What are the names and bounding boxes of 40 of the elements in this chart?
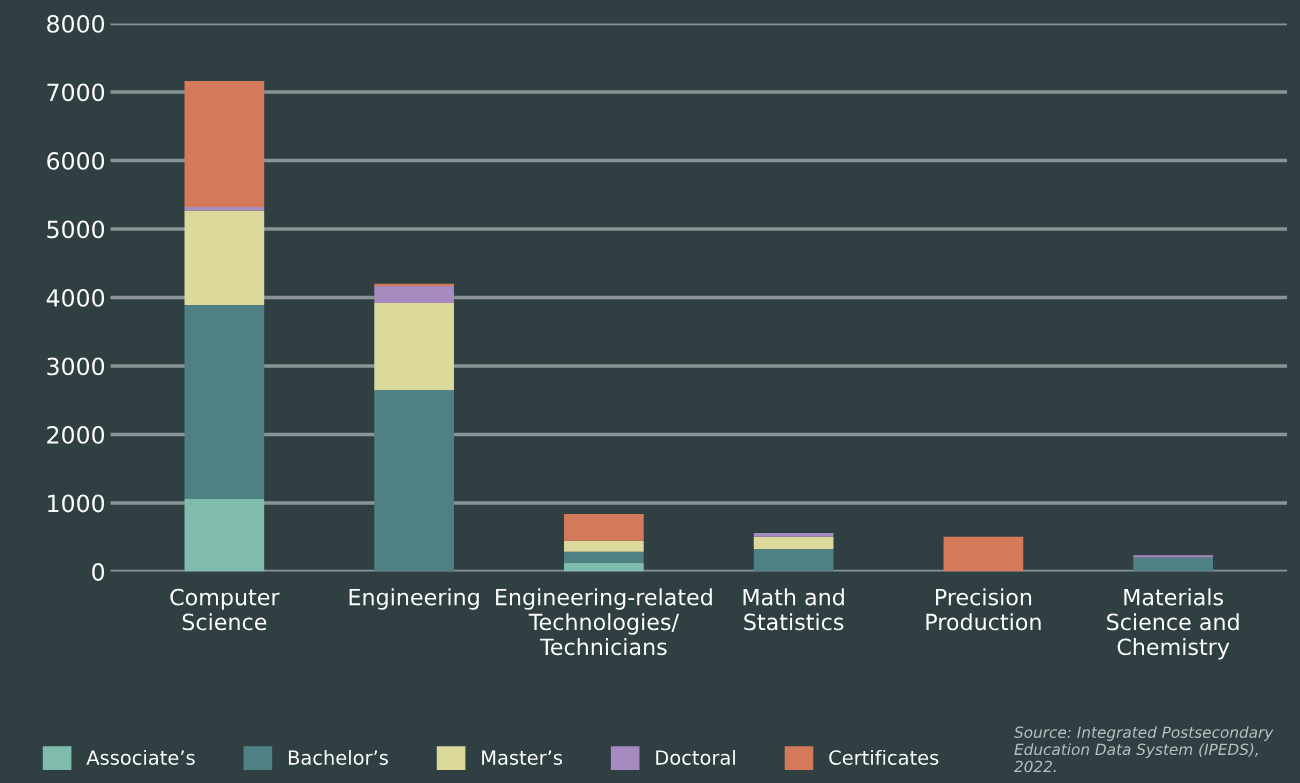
bar xyxy=(753,532,834,537)
bar xyxy=(184,81,265,208)
bar xyxy=(943,536,1024,572)
legend-label: Certificates xyxy=(829,749,939,765)
x-tick-label: Engineering xyxy=(349,588,479,610)
x-tick-label: Materials Science and Chemistry xyxy=(1107,588,1239,660)
y-tick-label: 1000 xyxy=(48,494,105,513)
bar xyxy=(184,498,265,572)
y-tick-label: 5000 xyxy=(47,220,105,239)
x-tick-label: Computer Science xyxy=(170,588,280,631)
source-note: Source: Integrated Postsecondary Education Data System (IPEDS), 2022. xyxy=(1014,726,1274,773)
y-tick-label: 3000 xyxy=(47,357,105,376)
bar xyxy=(564,563,644,572)
x-tick-label: Precision Production xyxy=(926,588,1041,631)
y-tick-label: 2000 xyxy=(47,426,105,444)
bar xyxy=(564,551,644,564)
bar xyxy=(184,207,265,211)
bar xyxy=(564,514,644,541)
bar xyxy=(753,536,834,549)
bar xyxy=(374,303,454,391)
legend-label: Doctoral xyxy=(656,749,735,765)
bar xyxy=(374,285,454,304)
legend-label: Bachelor’s xyxy=(288,749,388,765)
bar xyxy=(184,305,265,499)
legend-label: Master’s xyxy=(482,750,563,765)
y-tick-label: 7000 xyxy=(47,83,105,102)
bar xyxy=(184,210,265,306)
x-tick-label: Engineering-related Technologies/ Technicians xyxy=(496,588,712,656)
y-tick-label: 4000 xyxy=(46,288,105,307)
x-tick-label: Math and Statistics xyxy=(743,588,844,631)
legend-label: Associate’s xyxy=(86,749,195,765)
bar xyxy=(374,283,454,286)
bar xyxy=(564,540,644,552)
y-tick-label: 6000 xyxy=(47,151,105,170)
bar xyxy=(753,548,834,572)
y-tick-label: 8000 xyxy=(47,14,105,33)
bar xyxy=(1133,557,1213,572)
bar xyxy=(374,390,454,572)
y-tick-label: 0 xyxy=(92,563,105,581)
bar xyxy=(1133,555,1213,558)
